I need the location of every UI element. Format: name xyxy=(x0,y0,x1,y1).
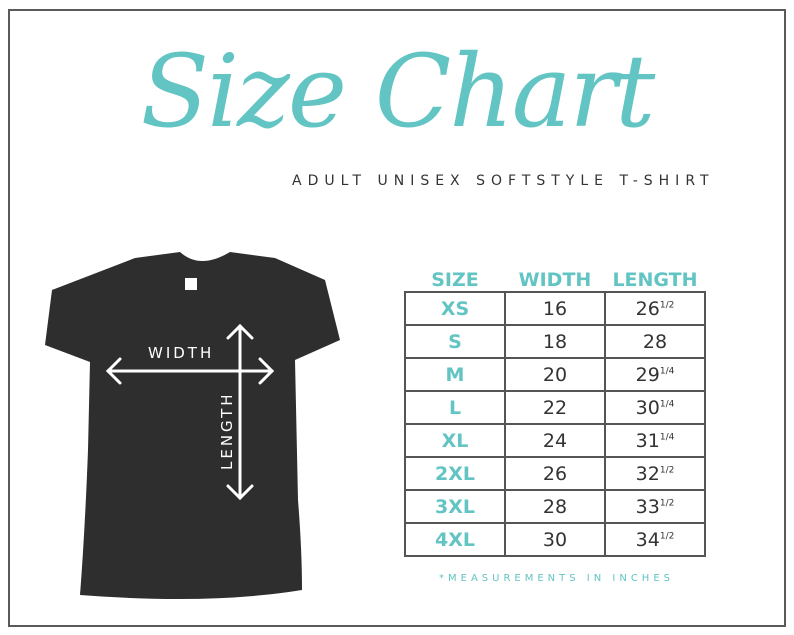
size-cell: L xyxy=(404,390,506,425)
length-cell: 341/2 xyxy=(604,522,706,557)
table-row: 2XL 26 321/2 xyxy=(404,456,706,491)
table-row: XS 16 261/2 xyxy=(404,291,706,326)
width-cell: 18 xyxy=(504,324,606,359)
table-row: XL 24 311/4 xyxy=(404,423,706,458)
length-cell: 301/4 xyxy=(604,390,706,425)
width-cell: 30 xyxy=(504,522,606,557)
length-value: 33 xyxy=(635,495,660,518)
width-cell: 26 xyxy=(504,456,606,491)
table-row: L 22 301/4 xyxy=(404,390,706,425)
length-fraction: 1/2 xyxy=(659,531,675,542)
length-value: 31 xyxy=(635,429,660,452)
length-cell: 321/2 xyxy=(604,456,706,491)
size-cell: 2XL xyxy=(404,456,506,491)
length-cell: 291/4 xyxy=(604,357,706,392)
column-header-length: LENGTH xyxy=(612,269,698,291)
length-value: 34 xyxy=(635,528,660,551)
width-cell: 24 xyxy=(504,423,606,458)
tshirt-illustration xyxy=(45,252,340,599)
width-cell: 28 xyxy=(504,489,606,524)
length-cell: 261/2 xyxy=(604,291,706,326)
length-value: 30 xyxy=(635,396,660,419)
length-cell: 331/2 xyxy=(604,489,706,524)
width-cell: 20 xyxy=(504,357,606,392)
table-row: S 18 28 xyxy=(404,324,706,359)
size-cell: 4XL xyxy=(404,522,506,557)
table-row: M 20 291/4 xyxy=(404,357,706,392)
length-cell: 311/4 xyxy=(604,423,706,458)
length-arrow-icon xyxy=(226,323,254,501)
size-cell: XL xyxy=(404,423,506,458)
length-fraction: 1/2 xyxy=(659,465,675,476)
length-value: 29 xyxy=(635,363,660,386)
width-label: WIDTH xyxy=(148,344,215,362)
column-header-width: WIDTH xyxy=(518,269,592,291)
subtitle: ADULT UNISEX SOFTSTYLE T-SHIRT xyxy=(292,173,715,189)
length-fraction: 1/4 xyxy=(659,399,675,410)
length-value: 28 xyxy=(642,330,668,353)
table-row: 3XL 28 331/2 xyxy=(404,489,706,524)
length-fraction: 1/4 xyxy=(659,432,675,443)
length-cell: 28 xyxy=(604,324,706,359)
table-row: 4XL 30 341/2 xyxy=(404,522,706,557)
label-tag xyxy=(185,278,197,290)
width-arrow-icon xyxy=(105,357,275,385)
measurement-note: *MEASUREMENTS IN INCHES xyxy=(439,573,674,584)
size-cell: S xyxy=(404,324,506,359)
size-table: SIZE WIDTH LENGTH XS 16 261/2 S 18 28 M 20… xyxy=(404,264,706,557)
size-cell: 3XL xyxy=(404,489,506,524)
title: Size Chart xyxy=(140,33,656,150)
size-cell: XS xyxy=(404,291,506,326)
length-value: 26 xyxy=(635,297,660,320)
length-value: 32 xyxy=(635,462,660,485)
length-label: LENGTH xyxy=(218,391,236,470)
length-fraction: 1/2 xyxy=(659,300,675,311)
size-cell: M xyxy=(404,357,506,392)
length-fraction: 1/2 xyxy=(659,498,675,509)
column-header-size: SIZE xyxy=(431,269,479,291)
length-fraction: 1/4 xyxy=(659,366,675,377)
width-cell: 22 xyxy=(504,390,606,425)
width-cell: 16 xyxy=(504,291,606,326)
frame xyxy=(8,9,786,627)
